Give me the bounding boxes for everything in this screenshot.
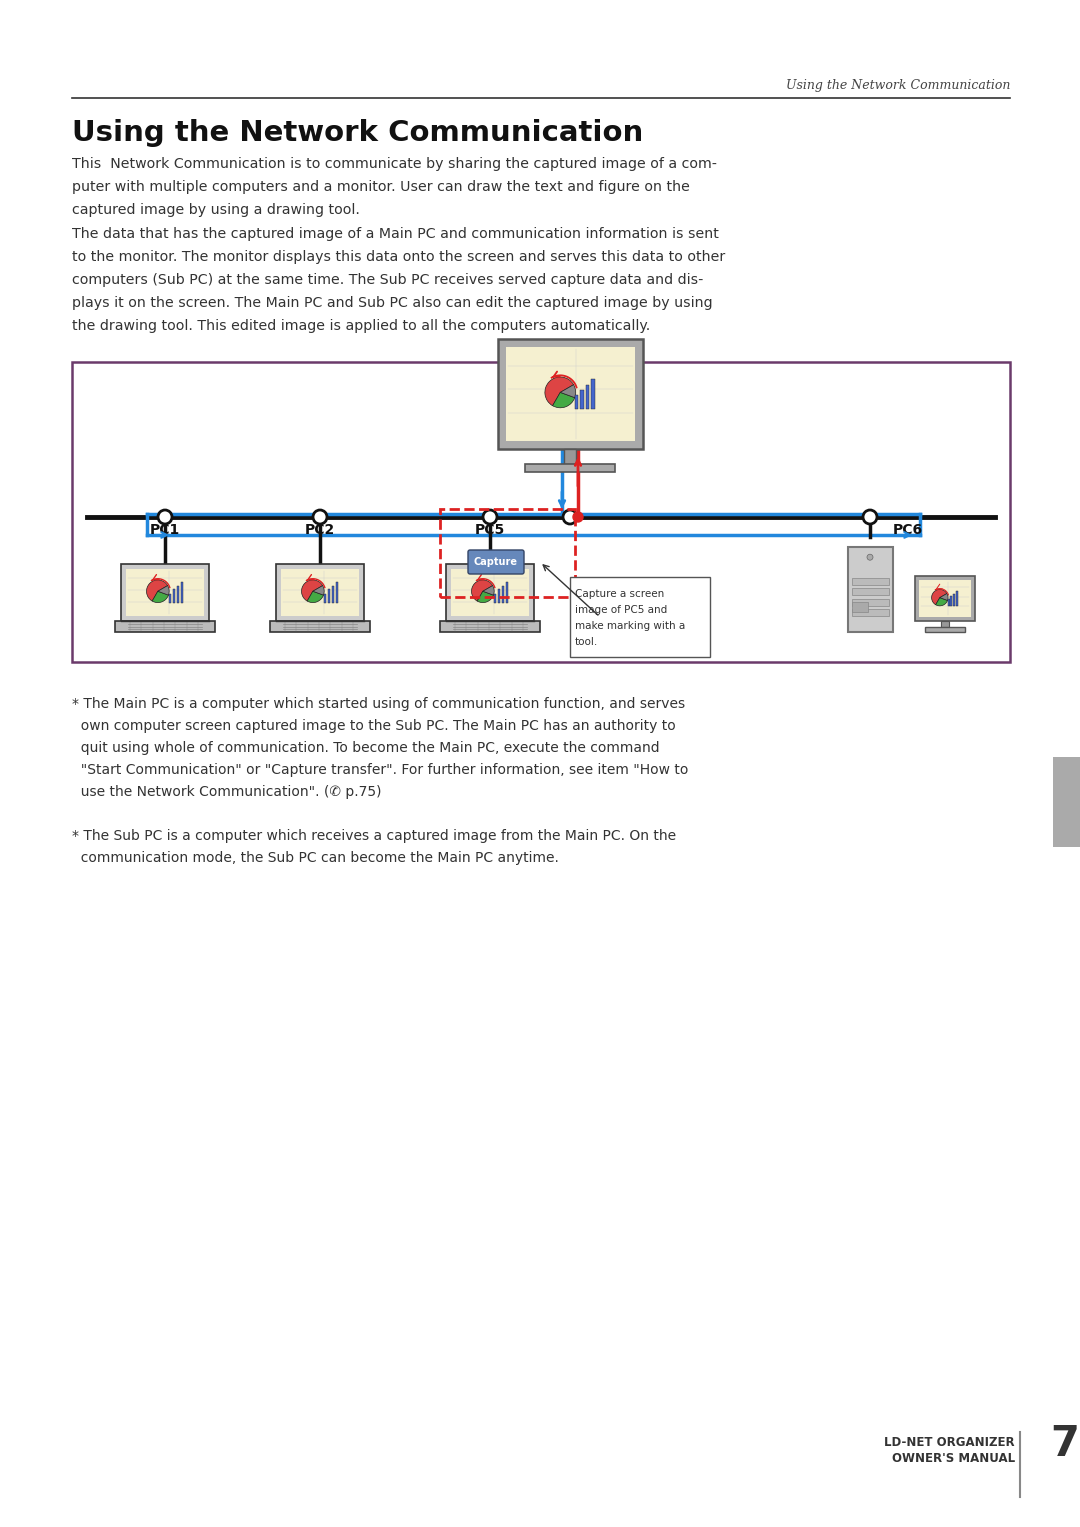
Bar: [498, 339, 643, 449]
Wedge shape: [553, 392, 575, 408]
Text: MONITOR 1: MONITOR 1: [522, 374, 619, 389]
Bar: [114, 621, 215, 632]
Text: Capture a screen: Capture a screen: [575, 589, 664, 599]
Text: PC1: PC1: [150, 524, 180, 538]
Text: * The Sub PC is a computer which receives a captured image from the Main PC. On : * The Sub PC is a computer which receive…: [72, 829, 676, 843]
Wedge shape: [313, 585, 324, 596]
Bar: [327, 589, 330, 603]
Bar: [168, 594, 172, 603]
Text: tool.: tool.: [575, 637, 598, 647]
Bar: [494, 594, 496, 603]
FancyBboxPatch shape: [72, 362, 1010, 663]
Text: This  Network Communication is to communicate by sharing the captured image of a: This Network Communication is to communi…: [72, 157, 717, 171]
Bar: [501, 586, 504, 603]
Circle shape: [563, 510, 577, 524]
Bar: [851, 588, 889, 596]
Text: OWNER'S MANUAL: OWNER'S MANUAL: [892, 1452, 1015, 1464]
Bar: [505, 347, 635, 441]
Wedge shape: [158, 585, 170, 596]
Bar: [446, 563, 534, 621]
Bar: [440, 621, 540, 632]
Text: computers (Sub PC) at the same time. The Sub PC receives served capture data and: computers (Sub PC) at the same time. The…: [72, 273, 703, 287]
Bar: [1053, 757, 1080, 847]
Bar: [580, 389, 584, 409]
Text: PC2: PC2: [305, 524, 335, 538]
Bar: [126, 568, 204, 617]
Wedge shape: [477, 591, 494, 603]
Wedge shape: [301, 580, 323, 602]
Bar: [941, 621, 949, 628]
Text: image of PC5 and: image of PC5 and: [575, 605, 667, 615]
Text: PC6: PC6: [893, 524, 923, 538]
Text: LD-NET ORGANIZER: LD-NET ORGANIZER: [885, 1435, 1015, 1449]
Circle shape: [867, 554, 873, 560]
Bar: [451, 568, 529, 617]
Bar: [851, 599, 889, 606]
Bar: [575, 395, 579, 409]
Bar: [919, 580, 971, 617]
Wedge shape: [561, 385, 576, 397]
Circle shape: [573, 512, 583, 522]
Bar: [947, 599, 949, 606]
Text: communication mode, the Sub PC can become the Main PC anytime.: communication mode, the Sub PC can becom…: [72, 851, 558, 864]
Text: * The Main PC is a computer which started using of communication function, and s: * The Main PC is a computer which starte…: [72, 696, 685, 712]
Circle shape: [483, 510, 497, 524]
Text: captured image by using a drawing tool.: captured image by using a drawing tool.: [72, 203, 360, 217]
Circle shape: [313, 510, 327, 524]
Wedge shape: [483, 585, 495, 596]
Circle shape: [863, 510, 877, 524]
Wedge shape: [472, 580, 492, 602]
Bar: [525, 464, 615, 472]
Bar: [956, 591, 958, 606]
Bar: [173, 589, 175, 603]
Wedge shape: [545, 377, 573, 406]
Bar: [851, 579, 889, 585]
Text: own computer screen captured image to the Sub PC. The Main PC has an authority t: own computer screen captured image to th…: [72, 719, 676, 733]
Text: the drawing tool. This edited image is applied to all the computers automaticall: the drawing tool. This edited image is a…: [72, 319, 650, 333]
Bar: [915, 576, 975, 621]
Bar: [270, 621, 370, 632]
Wedge shape: [152, 591, 168, 603]
Bar: [121, 563, 208, 621]
Bar: [276, 563, 364, 621]
Bar: [585, 385, 590, 409]
Text: puter with multiple computers and a monitor. User can draw the text and figure o: puter with multiple computers and a moni…: [72, 180, 690, 194]
Bar: [851, 603, 868, 612]
FancyBboxPatch shape: [468, 550, 524, 574]
Text: "Start Communication" or "Capture transfer". For further information, see item ": "Start Communication" or "Capture transf…: [72, 764, 688, 777]
Text: to the monitor. The monitor displays this data onto the screen and serves this d: to the monitor. The monitor displays thi…: [72, 250, 726, 264]
Bar: [950, 596, 953, 606]
Bar: [505, 582, 509, 603]
Bar: [180, 582, 184, 603]
Bar: [848, 547, 892, 632]
Bar: [176, 586, 179, 603]
FancyBboxPatch shape: [570, 577, 710, 657]
Wedge shape: [147, 580, 167, 602]
Circle shape: [158, 510, 172, 524]
Bar: [498, 589, 500, 603]
Wedge shape: [932, 589, 947, 605]
Bar: [564, 449, 576, 464]
Bar: [591, 379, 595, 409]
Bar: [336, 582, 338, 603]
Text: plays it on the screen. The Main PC and Sub PC also can edit the captured image : plays it on the screen. The Main PC and …: [72, 296, 713, 310]
Bar: [851, 609, 889, 615]
Text: use the Network Communication". (✆ p.75): use the Network Communication". (✆ p.75): [72, 785, 381, 799]
Bar: [332, 586, 334, 603]
Wedge shape: [940, 594, 948, 600]
Text: Capture: Capture: [474, 557, 518, 567]
Text: quit using whole of communication. To become the Main PC, execute the command: quit using whole of communication. To be…: [72, 741, 660, 754]
Text: Using the Network Communication: Using the Network Communication: [785, 79, 1010, 92]
Text: PC5: PC5: [475, 524, 505, 538]
Wedge shape: [307, 591, 324, 603]
Text: make marking with a: make marking with a: [575, 621, 685, 631]
Text: The data that has the captured image of a Main PC and communication information : The data that has the captured image of …: [72, 228, 719, 241]
Wedge shape: [935, 597, 947, 606]
Text: 71: 71: [1050, 1423, 1080, 1464]
Bar: [281, 568, 359, 617]
Bar: [954, 594, 956, 606]
Bar: [924, 628, 966, 632]
Bar: [324, 594, 326, 603]
Text: Using the Network Communication: Using the Network Communication: [72, 119, 644, 147]
